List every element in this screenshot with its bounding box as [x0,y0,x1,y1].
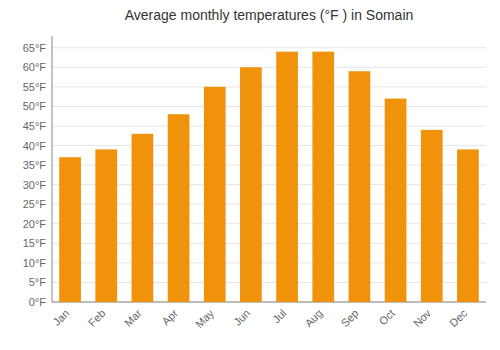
x-tick-label: Mar [122,307,144,329]
y-tick-label: 30°F [23,179,47,191]
chart-container: Average monthly temperatures (°F ) in So… [0,0,500,350]
bar [95,149,117,302]
bar [276,52,298,302]
title: Average monthly temperatures (°F ) in So… [125,7,414,23]
bar [168,114,190,302]
y-tick-label: 40°F [23,140,47,152]
chart-svg: Average monthly temperatures (°F ) in So… [0,0,500,350]
bar [457,149,479,302]
y-tick-label: 45°F [23,120,47,132]
bar [312,52,334,302]
bar [349,71,371,302]
y-tick-label: 5°F [29,276,47,288]
x-tick-label: Dec [447,307,470,330]
y-tick-label: 60°F [23,61,47,73]
x-tick-label: Apr [159,307,180,328]
y-tick-label: 25°F [23,198,47,210]
bar [59,157,81,302]
bar [204,87,226,302]
y-tick-label: 15°F [23,237,47,249]
x-tick-label: Aug [302,307,324,329]
y-tick-label: 55°F [23,81,47,93]
grid-line [52,106,486,107]
x-tick-label: Feb [86,307,108,329]
x-tick-label: Oct [376,307,397,328]
grid-line [52,47,486,48]
bar [421,130,443,302]
y-tick-label: 0°F [29,296,47,308]
x-tick-label: Jul [270,307,288,325]
bars [59,52,479,302]
x-tick-label: Nov [411,307,434,330]
x-tick-label: Jan [50,307,71,328]
bar [240,67,262,302]
bar [132,134,154,302]
grid [52,48,486,302]
x-tick-label: Jun [231,307,252,328]
y-tick-label: 65°F [23,42,47,54]
grid-line [52,67,486,68]
x-tick-label: Sep [339,307,361,329]
y-tick-label: 35°F [23,159,47,171]
grid-line [52,125,486,126]
x-tick-label: May [193,307,217,331]
y-axis [52,36,53,302]
y-tick-label: 20°F [23,218,47,230]
grid-line [52,86,486,87]
bar [385,99,407,302]
y-tick-label: 10°F [23,257,47,269]
y-tick-label: 50°F [23,100,47,112]
